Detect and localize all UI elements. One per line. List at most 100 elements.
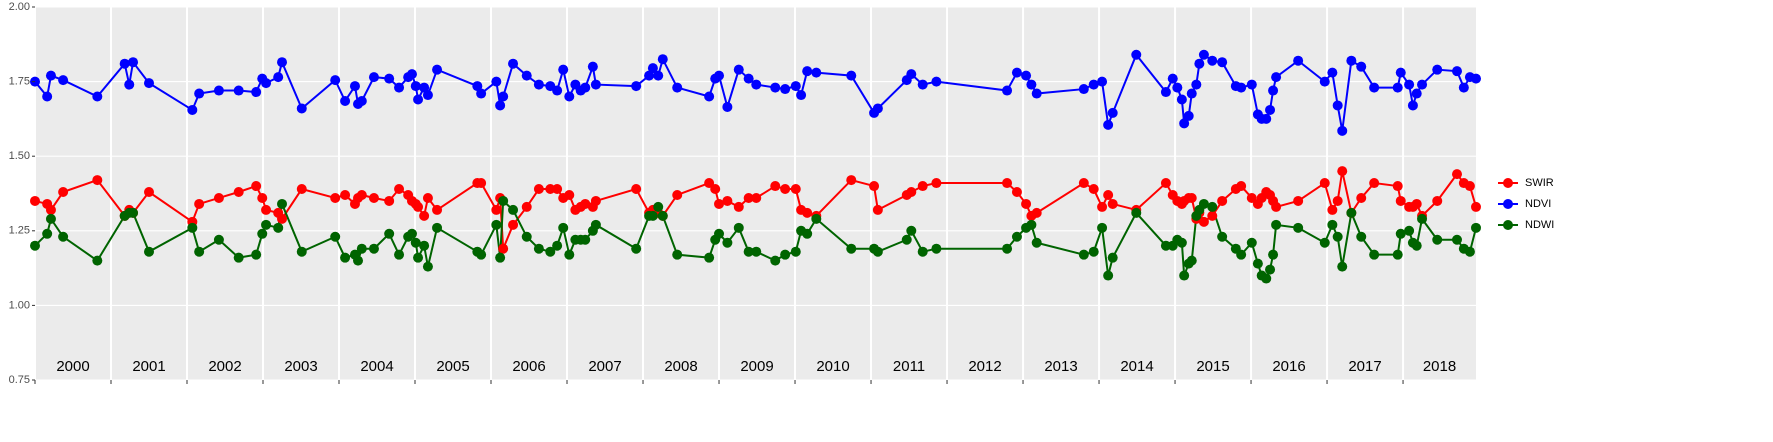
data-point [1186,192,1197,203]
data-point [704,91,715,102]
data-point [704,252,715,263]
data-point [257,192,268,203]
x-tick-label: 2013 [1044,358,1077,375]
y-tick-label: 0.75 [9,374,30,386]
x-tick-label: 2017 [1348,358,1381,375]
data-point [1261,113,1272,124]
y-tick-label: 1.25 [9,225,30,237]
data-point [58,231,69,242]
data-point [1160,240,1171,251]
data-point [330,192,341,203]
data-point [1217,195,1228,206]
data-point [796,90,807,101]
data-point [1172,82,1183,93]
data-point [1293,195,1304,206]
data-point [419,210,430,221]
data-point [672,82,683,93]
data-point [491,204,502,215]
data-point [917,181,928,192]
data-point [476,88,487,99]
data-point [1337,166,1348,177]
data-point [58,187,69,198]
data-point [1432,64,1443,75]
data-point [1404,225,1415,236]
data-point [296,246,307,257]
data-point [1451,169,1462,180]
data-point [558,64,569,75]
data-point [124,79,135,90]
data-point [733,222,744,233]
data-point [733,201,744,212]
data-point [92,255,103,266]
data-point [144,78,155,89]
data-point [213,234,224,245]
data-point [552,240,563,251]
data-point [1217,231,1228,242]
data-point [1207,201,1218,212]
data-point [1107,198,1118,209]
x-tick-label: 2018 [1423,358,1456,375]
data-point [644,70,655,81]
data-point [296,103,307,114]
data-point [811,213,822,224]
data-point [1417,79,1428,90]
data-point [631,81,642,92]
data-point [1471,222,1481,233]
data-point [257,228,268,239]
data-point [1097,76,1108,87]
data-point [1252,258,1263,269]
data-point [1464,181,1475,192]
data-point [1011,67,1022,78]
data-point [422,261,433,272]
data-point [1411,240,1422,251]
data-point [906,225,917,236]
data-point [869,181,880,192]
data-point [353,255,364,266]
data-point [251,87,262,98]
data-point [432,222,443,233]
data-point [1021,70,1032,81]
data-point [770,255,781,266]
data-point [790,246,801,257]
data-point [508,204,519,215]
data-point [1176,94,1187,105]
data-point [1464,246,1475,257]
data-point [498,243,509,254]
data-point [714,198,725,209]
data-point [1332,231,1343,242]
data-point [1107,252,1118,263]
data-point [564,91,575,102]
data-point [277,198,288,209]
data-point [194,198,205,209]
y-tick-label: 2.00 [9,1,30,13]
data-point [1103,189,1114,200]
data-point [1471,201,1481,212]
data-point [1369,178,1380,189]
data-point [872,204,883,215]
data-point [1332,100,1343,111]
data-point [802,66,813,77]
data-point [1207,210,1218,221]
data-point [846,175,857,186]
data-point [906,69,917,80]
data-point [931,178,942,189]
data-point [384,228,395,239]
data-point [340,95,351,106]
data-point [1103,119,1114,130]
legend-marker [1503,199,1513,209]
data-point [1097,201,1108,212]
data-point [917,79,928,90]
data-point [277,57,288,68]
data-point [1031,237,1042,248]
data-point [491,76,502,87]
data-point [931,76,942,87]
data-point [533,243,544,254]
legend-label: SWIR [1525,177,1554,189]
data-point [1451,234,1462,245]
data-point [144,246,155,257]
data-point [533,184,544,195]
data-point [580,234,591,245]
data-point [1411,198,1422,209]
data-point [119,58,130,69]
